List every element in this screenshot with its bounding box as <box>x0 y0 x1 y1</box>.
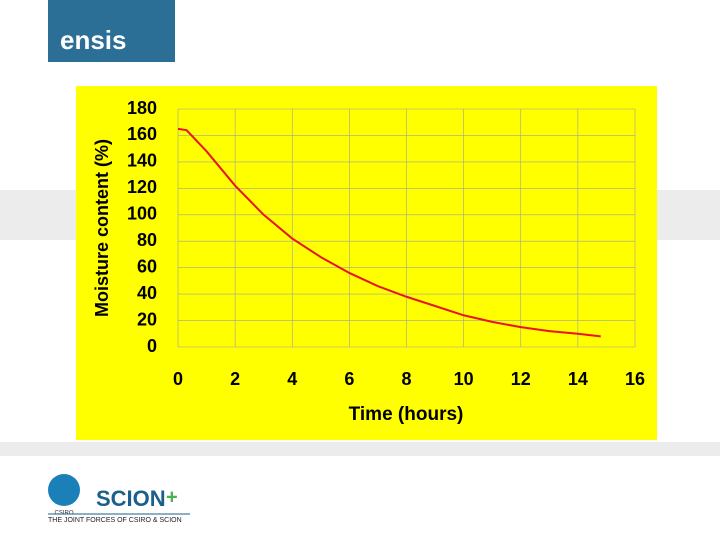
x-tick-label: 14 <box>568 369 588 389</box>
x-tick-label: 6 <box>344 369 354 389</box>
band <box>0 442 720 456</box>
scion-logo: SCION <box>96 486 166 511</box>
y-tick-label: 140 <box>127 151 157 171</box>
y-tick-label: 60 <box>137 256 157 276</box>
x-axis-label: Time (hours) <box>349 404 464 425</box>
data-line <box>177 127 601 338</box>
x-tick-label: 2 <box>230 369 240 389</box>
y-tick-label: 80 <box>137 230 157 250</box>
x-tick-label: 12 <box>511 369 531 389</box>
y-tick-label: 20 <box>137 309 157 329</box>
x-tick-label: 8 <box>401 369 411 389</box>
y-tick-label: 180 <box>127 98 157 118</box>
csiro-logo <box>48 474 80 506</box>
y-tick-label: 160 <box>127 124 157 144</box>
x-tick-label: 4 <box>287 369 297 389</box>
x-tick-label: 0 <box>173 369 183 389</box>
brand-box <box>48 0 175 62</box>
scion-plus: + <box>166 486 178 508</box>
brand-title: ensis <box>60 25 127 55</box>
tagline: THE JOINT FORCES OF CSIRO & SCION <box>48 517 182 524</box>
chart-panel <box>76 86 657 440</box>
x-tick-label: 16 <box>625 369 645 389</box>
y-axis-label: Moisture content (%) <box>92 139 112 317</box>
y-tick-label: 0 <box>147 336 157 356</box>
plot: 0 20 40 60 80 100 120 140 160 180 0 2 4 6 8 10 12 14 16 <box>127 98 645 389</box>
y-tick-label: 100 <box>127 204 157 224</box>
x-tick-label: 10 <box>454 369 474 389</box>
y-tick-label: 40 <box>137 283 157 303</box>
y-tick-label: 120 <box>127 177 157 197</box>
